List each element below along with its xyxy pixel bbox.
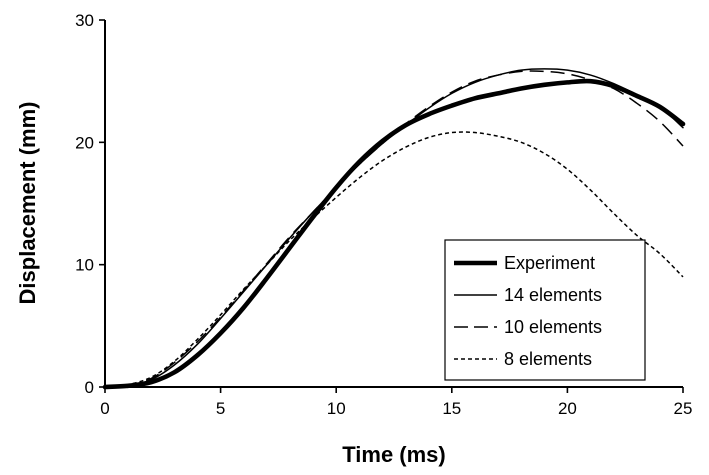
y-tick-label: 30 — [75, 11, 94, 30]
legend-label-experiment: Experiment — [504, 253, 595, 273]
series-line-experiment — [102, 78, 686, 390]
y-ticks: 0 10 20 30 — [75, 11, 105, 397]
x-tick-label: 15 — [442, 399, 461, 418]
y-tick-label: 10 — [75, 256, 94, 275]
legend: Experiment 14 elements 10 elements 8 elemen… — [444, 239, 646, 381]
x-axis-label: Time (ms) — [342, 442, 446, 467]
plot-lines — [102, 68, 686, 390]
legend-label-8-elements: 8 elements — [504, 349, 592, 369]
y-tick-label: 0 — [85, 378, 94, 397]
x-tick-label: 5 — [216, 399, 225, 418]
x-tick-label: 25 — [674, 399, 693, 418]
legend-items: Experiment 14 elements 10 elements 8 elemen… — [454, 253, 602, 369]
series-line-8-elements — [104, 131, 684, 388]
x-tick-label: 10 — [327, 399, 346, 418]
x-tick-label: 0 — [100, 399, 109, 418]
y-tick-label: 20 — [75, 133, 94, 152]
legend-label-10-elements: 10 elements — [504, 317, 602, 337]
x-ticks: 0 5 10 15 20 25 — [100, 387, 692, 418]
series-line-10-elements — [104, 70, 684, 388]
x-tick-label: 20 — [558, 399, 577, 418]
legend-label-14-elements: 14 elements — [504, 285, 602, 305]
y-axis-label: Displacement (mm) — [15, 102, 40, 305]
